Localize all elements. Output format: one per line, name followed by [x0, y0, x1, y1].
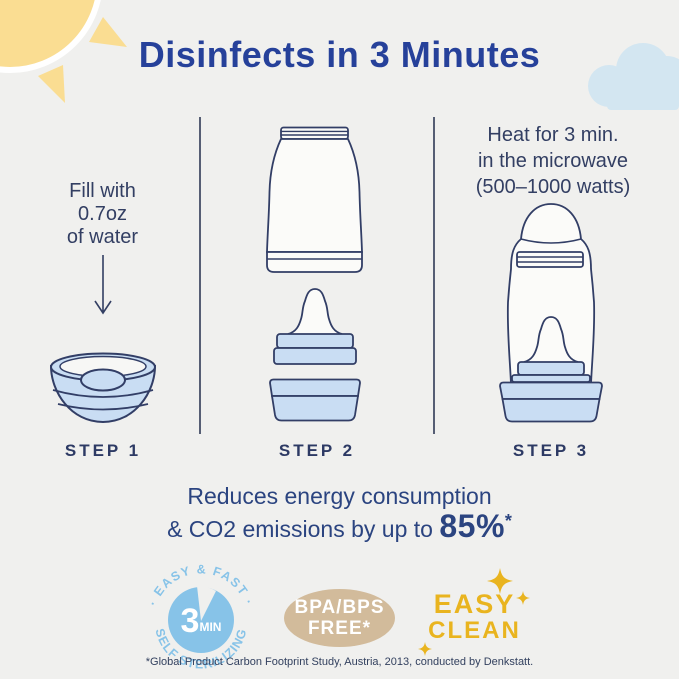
energy-asterisk: *: [504, 511, 512, 531]
bpa-badge-line2: FREE*: [307, 618, 372, 639]
energy-claim: Reduces energy consumption & CO2 emissio…: [0, 481, 679, 546]
step3-label: STEP 3: [512, 441, 590, 460]
step1-label: STEP 1: [64, 441, 142, 460]
step1-instruction: Fill with 0.7oz of water: [66, 180, 139, 248]
step2-label: STEP 2: [278, 441, 356, 460]
down-arrow-icon: [94, 255, 112, 315]
easy-clean-badge: EASY CLEAN: [417, 591, 532, 644]
sterilizer-bowl-illustration: [49, 352, 157, 424]
sparkle-icon: [487, 568, 513, 594]
step-divider-right: [433, 117, 435, 434]
energy-claim-line1: Reduces energy consumption: [187, 483, 492, 509]
cloud-icon: [588, 43, 679, 110]
step3-instruction: Heat for 3 min. in the microwave (500–10…: [475, 124, 631, 198]
bpa-free-badge: BPA/BPS FREE*: [284, 589, 395, 647]
easy-clean-line1: EASY: [433, 589, 516, 619]
bottle-body-illustration: [266, 126, 363, 273]
page-title: Disinfects in 3 Minutes: [138, 34, 541, 75]
nipple-and-base-illustration: [269, 288, 361, 422]
energy-claim-line2: & CO2 emissions by up to 85%*: [167, 508, 512, 544]
sun-icon: [0, 0, 127, 103]
step-divider-left: [199, 117, 201, 434]
assembled-bottle-illustration: [499, 203, 603, 423]
self-sterilizing-badge: 3MIN · EASY & FAST · SELF STERILIZING: [146, 562, 255, 671]
energy-percentage: 85%: [439, 508, 505, 544]
sparkle-icon: [516, 591, 530, 605]
footnote: *Global Product Carbon Footprint Study, …: [145, 656, 534, 668]
sparkle-icon: [418, 642, 432, 656]
clock-wedge-icon: [197, 585, 216, 621]
easy-clean-line2: CLEAN: [428, 617, 521, 644]
badge-minutes-text: 3MIN: [181, 602, 222, 640]
bpa-badge-line1: BPA/BPS: [294, 597, 385, 618]
